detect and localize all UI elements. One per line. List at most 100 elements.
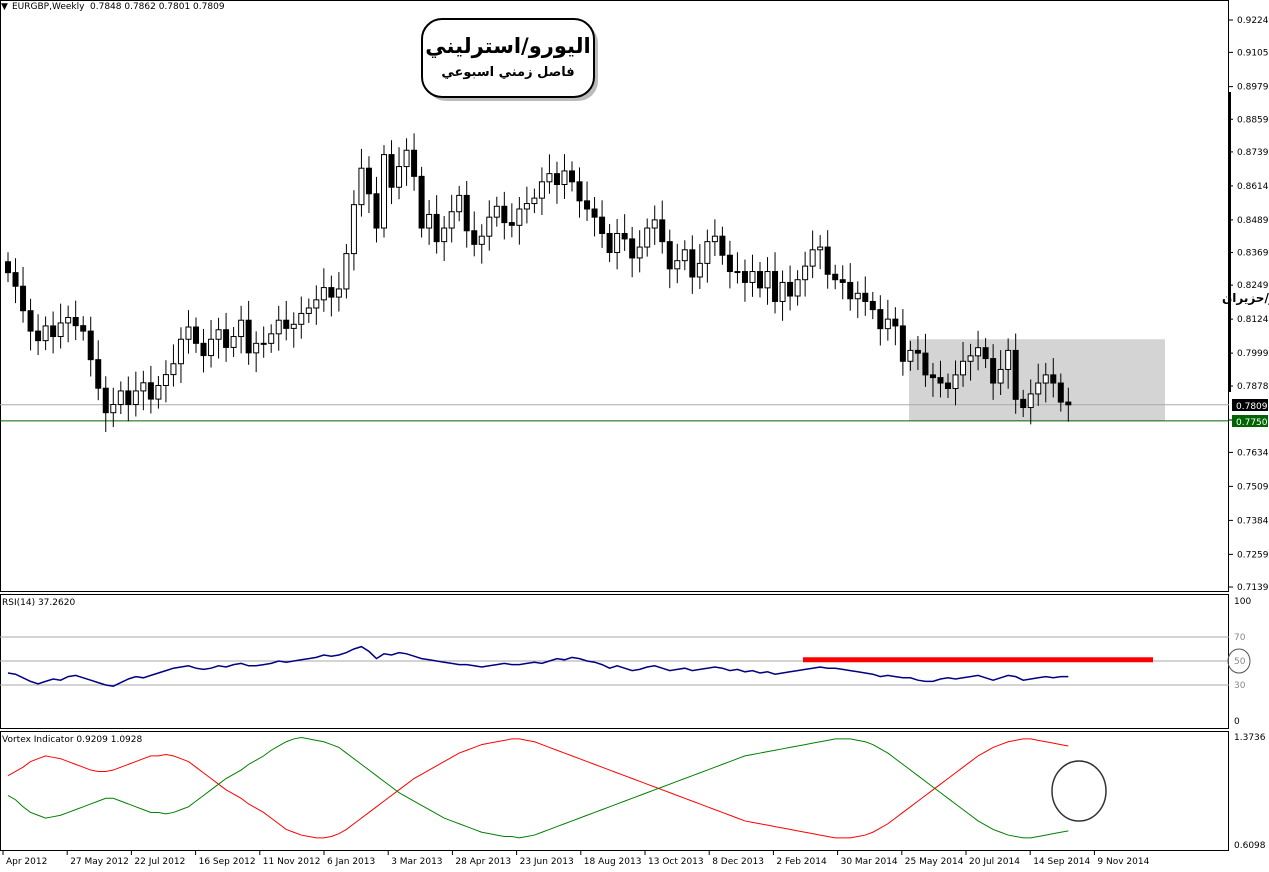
y-tick-label: 0.7878: [1237, 382, 1269, 392]
candle-body: [358, 167, 365, 206]
x-tick-label: 25 May 2014: [905, 857, 964, 867]
candle-body: [433, 213, 440, 243]
y-tick-label: 0.8739: [1237, 148, 1269, 158]
candle-body: [162, 374, 169, 386]
candle-body: [177, 338, 184, 365]
candle-body: [426, 213, 433, 229]
candle-body: [305, 307, 312, 314]
candle-body: [320, 287, 327, 301]
candle-body: [117, 390, 124, 406]
candle-body: [591, 208, 598, 218]
candle-body: [65, 317, 72, 324]
candle-body: [1035, 382, 1042, 395]
candle-body: [463, 194, 470, 232]
candle-body: [328, 287, 335, 298]
candle-body: [298, 312, 305, 325]
candle-body: [757, 271, 763, 289]
rsi-label: RSI(14) 37.2620: [2, 598, 75, 608]
y-tick-label: 0.7139: [1237, 583, 1269, 593]
candle-body: [674, 260, 681, 270]
candle-body: [666, 241, 673, 270]
candle-body: [125, 390, 132, 406]
x-tick-label: 16 Sep 2012: [199, 857, 256, 867]
candle-body: [57, 322, 64, 338]
x-tick-label: 18 Aug 2013: [584, 857, 642, 867]
candle-body: [223, 329, 230, 348]
candle-body: [200, 342, 207, 357]
candle-body: [80, 325, 87, 332]
candle-body: [907, 349, 914, 362]
candle-body: [313, 299, 320, 309]
rsi-axis-label: 50: [1234, 657, 1246, 667]
x-tick-label: 11 Nov 2012: [263, 857, 321, 867]
candle-body: [283, 319, 290, 329]
vi-plus-line: [7, 738, 1069, 839]
x-tick-label: 28 Apr 2013: [455, 857, 511, 867]
candle-body: [290, 323, 297, 329]
candle-body: [403, 149, 410, 168]
rsi-axis-label: 0: [1234, 717, 1240, 727]
title-box: [421, 18, 595, 98]
candle-body: [388, 154, 395, 188]
candle-body: [441, 227, 448, 243]
candle-body: [238, 319, 245, 338]
y-tick-label: 0.7509: [1237, 482, 1269, 492]
candle-body: [832, 273, 839, 281]
candle-body: [147, 382, 154, 400]
candle-body: [990, 358, 997, 384]
y-tick-label: 0.7634: [1237, 448, 1269, 458]
candle-body: [659, 219, 666, 243]
candle-body: [696, 262, 703, 278]
candle-body: [335, 288, 342, 298]
candle-body: [523, 203, 530, 210]
y-tick-label: 0.8249: [1237, 281, 1269, 291]
candle-body: [584, 200, 591, 210]
rsi-axis-label: 100: [1234, 597, 1251, 607]
vortex-panel[interactable]: [0, 731, 1229, 851]
candle-body: [704, 241, 711, 264]
dropdown-arrow-icon[interactable]: ▼: [1, 2, 8, 12]
candle-body: [140, 382, 147, 392]
candle-body: [1057, 382, 1064, 403]
x-tick-label: 9 Nov 2014: [1097, 857, 1149, 867]
x-tick-label: 30 Mar 2014: [841, 857, 898, 867]
candle-body: [817, 246, 824, 251]
candle-body: [546, 173, 553, 183]
y-tick-label: 0.7999: [1237, 349, 1269, 359]
candle-body: [365, 167, 372, 195]
candle-body: [929, 374, 936, 379]
candle-body: [1050, 374, 1057, 384]
candle-body: [448, 211, 455, 229]
candle-body: [193, 326, 199, 344]
y-tick-label: 0.8369: [1237, 249, 1269, 259]
candle-body: [411, 149, 418, 177]
candle-body: [899, 325, 906, 362]
candle-body: [50, 325, 57, 338]
candle-body: [824, 246, 831, 275]
candle-body: [350, 204, 357, 255]
candle-body: [689, 249, 696, 278]
candle-body: [862, 292, 869, 302]
x-tick-label: 20 Jul 2014: [969, 857, 1020, 867]
candle-body: [516, 208, 523, 226]
vi-minus-line: [7, 737, 1069, 839]
range-box: [909, 339, 1165, 421]
price-panel[interactable]: [0, 0, 1229, 592]
candle-body: [802, 265, 809, 281]
candle-body: [486, 216, 493, 237]
candle-body: [381, 154, 387, 229]
candle-body: [275, 319, 282, 335]
candle-body: [651, 219, 658, 229]
candle-body: [741, 271, 748, 283]
candle-body: [493, 205, 500, 218]
candle-body: [629, 238, 636, 259]
y-tick-label: 0.9224: [1237, 16, 1269, 26]
candle-body: [95, 359, 102, 389]
scroll-marker[interactable]: [1229, 92, 1231, 392]
candle-body: [155, 384, 162, 400]
candle-body: [87, 330, 94, 361]
candle-body: [809, 249, 816, 267]
rsi-axis-label: 30: [1234, 681, 1246, 691]
x-tick-label: 22 Jul 2012: [134, 857, 185, 867]
